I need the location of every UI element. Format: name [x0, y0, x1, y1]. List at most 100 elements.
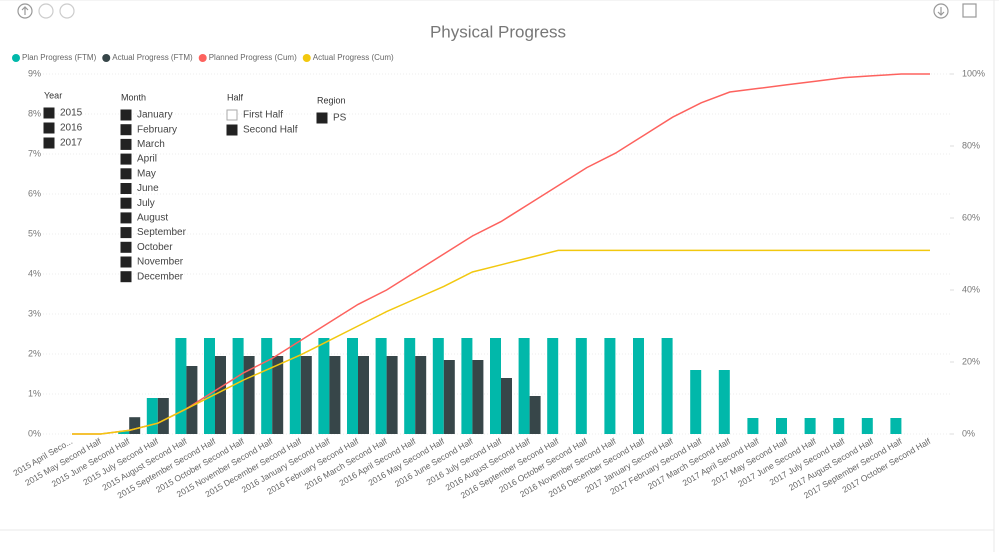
bar — [443, 360, 455, 434]
slicer-checkbox[interactable] — [120, 241, 132, 253]
bar — [157, 398, 169, 434]
slicer-item[interactable]: 2016 — [60, 123, 83, 134]
slicer-title: Month — [121, 92, 146, 102]
bar — [375, 338, 387, 434]
bar — [318, 338, 330, 434]
y2-tick-label: 0% — [962, 428, 975, 438]
bar — [432, 338, 444, 434]
slicer-item[interactable]: November — [137, 257, 184, 268]
bar — [329, 356, 341, 434]
line-series — [72, 249, 930, 435]
legend-label: Plan Progress (FTM) — [22, 53, 97, 62]
drill-mode-arrow — [937, 7, 945, 16]
line-series — [72, 73, 930, 435]
expand-icon[interactable] — [59, 3, 75, 19]
bar — [358, 356, 369, 434]
slicer-checkbox[interactable] — [120, 271, 132, 283]
bar — [547, 338, 559, 434]
slicer-checkbox[interactable] — [226, 124, 238, 136]
slicer-checkbox[interactable] — [120, 138, 132, 150]
slicer-checkbox[interactable] — [316, 112, 328, 124]
slicer-item[interactable]: First Half — [243, 110, 283, 121]
bar — [261, 338, 273, 434]
bar — [633, 338, 644, 434]
bar — [118, 431, 130, 434]
bar — [186, 366, 198, 434]
bar — [146, 398, 158, 434]
bar — [300, 356, 312, 434]
slicer-item[interactable]: April — [137, 154, 157, 165]
toolbar-icons — [17, 3, 977, 19]
bar — [386, 356, 398, 434]
drill-down-icon[interactable] — [38, 3, 54, 19]
slicer-item[interactable]: 2015 — [60, 108, 83, 119]
slicer-checkbox[interactable] — [120, 212, 132, 224]
legend-marker — [12, 54, 20, 62]
slicer-item[interactable]: March — [137, 139, 165, 150]
y2-tick-label: 20% — [962, 356, 980, 366]
bar — [461, 338, 473, 434]
y-tick-label: 8% — [28, 108, 41, 118]
slicer-item[interactable]: September — [137, 227, 187, 238]
slicer-item[interactable]: PS — [333, 113, 347, 124]
legend-marker — [302, 54, 311, 62]
slicer-checkbox[interactable] — [120, 227, 132, 239]
slicer-checkbox[interactable] — [43, 122, 55, 134]
bar — [129, 417, 141, 434]
legend-label: Actual Progress (FTM) — [112, 53, 193, 62]
y-tick-label: 3% — [28, 308, 41, 318]
bar — [833, 418, 845, 434]
slicer-checkbox[interactable] — [120, 109, 132, 121]
bar — [661, 338, 673, 434]
bar — [747, 418, 759, 434]
slicer-item[interactable]: Second Half — [243, 125, 298, 136]
y2-tick-label: 100% — [962, 68, 985, 78]
slicer-checkbox[interactable] — [120, 197, 132, 209]
slicer-checkbox[interactable] — [120, 153, 132, 165]
y-tick-label: 9% — [28, 68, 41, 78]
slicer-item[interactable]: October — [137, 242, 173, 253]
y-tick-label: 5% — [28, 228, 41, 238]
y-tick-label: 0% — [28, 428, 41, 438]
slicer-title: Region — [317, 95, 346, 105]
y-tick-label: 1% — [28, 388, 41, 398]
bar — [518, 338, 530, 434]
slicer-checkbox[interactable] — [226, 109, 238, 121]
y-tick-label: 7% — [28, 148, 41, 158]
legend-marker — [102, 54, 111, 62]
bar — [604, 338, 616, 434]
slicer-title: Half — [227, 92, 244, 102]
slicer-checkbox[interactable] — [120, 124, 132, 136]
chart-title: Physical Progress — [430, 22, 566, 41]
slicer-item[interactable]: July — [137, 198, 155, 209]
slicer-checkbox[interactable] — [43, 137, 55, 149]
bar — [232, 338, 244, 434]
slicer-item[interactable]: January — [137, 110, 173, 121]
bar — [175, 338, 187, 434]
bar — [690, 370, 702, 434]
drill-up-icon[interactable] — [17, 3, 33, 19]
slicer-item[interactable]: February — [137, 124, 177, 135]
bar — [890, 418, 902, 434]
bar — [215, 356, 226, 434]
slicer-checkbox[interactable] — [120, 168, 132, 180]
slicer-item[interactable]: August — [137, 213, 168, 224]
bar — [575, 338, 587, 434]
legend-marker — [198, 54, 207, 62]
slicer-item[interactable]: 2017 — [60, 138, 83, 149]
slicer-item[interactable]: May — [137, 168, 156, 179]
focus-mode-icon[interactable] — [962, 3, 977, 18]
slicer-checkbox[interactable] — [43, 107, 55, 119]
bar — [272, 356, 284, 434]
slicer-checkbox[interactable] — [120, 256, 132, 268]
drill-up-arrow — [21, 6, 29, 15]
slicer-checkbox[interactable] — [120, 183, 132, 194]
slicer-item[interactable]: December — [137, 271, 184, 282]
y2-tick-label: 80% — [962, 140, 980, 150]
slicer-item[interactable]: June — [137, 183, 159, 194]
drill-mode-icon[interactable] — [933, 3, 949, 19]
bar — [289, 338, 301, 434]
legend-label: Actual Progress (Cum) — [313, 53, 394, 62]
bar — [404, 338, 416, 434]
